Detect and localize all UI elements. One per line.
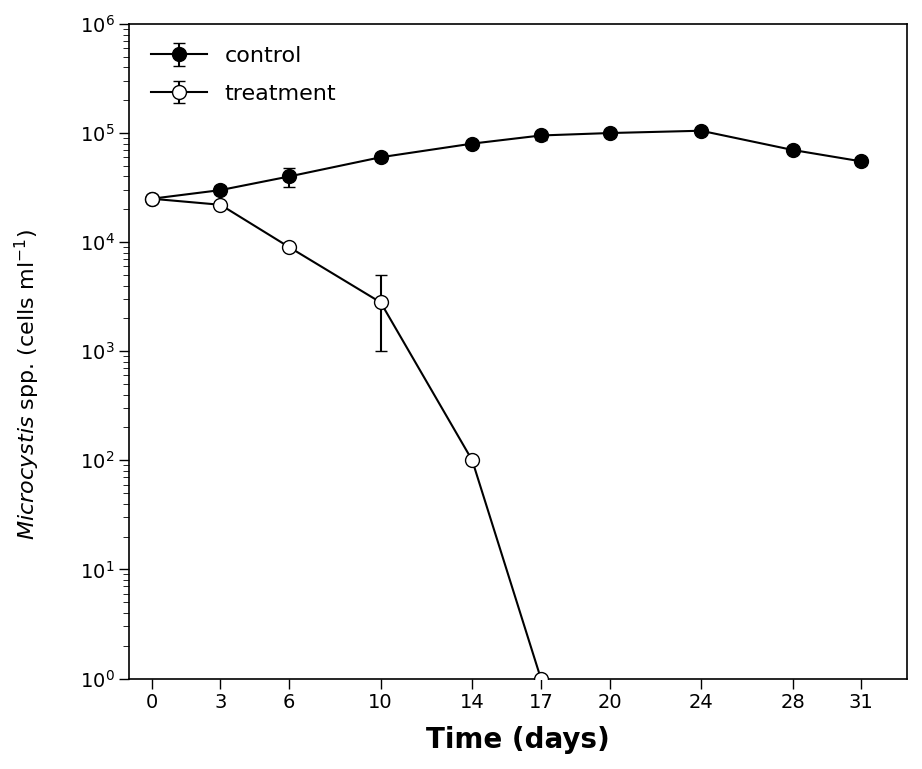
Legend: control, treatment: control, treatment bbox=[140, 35, 348, 115]
Text: $\it{Microcystis}$ spp. (cells ml$^{-1}$): $\it{Microcystis}$ spp. (cells ml$^{-1}$… bbox=[13, 229, 42, 540]
X-axis label: Time (days): Time (days) bbox=[426, 726, 609, 754]
